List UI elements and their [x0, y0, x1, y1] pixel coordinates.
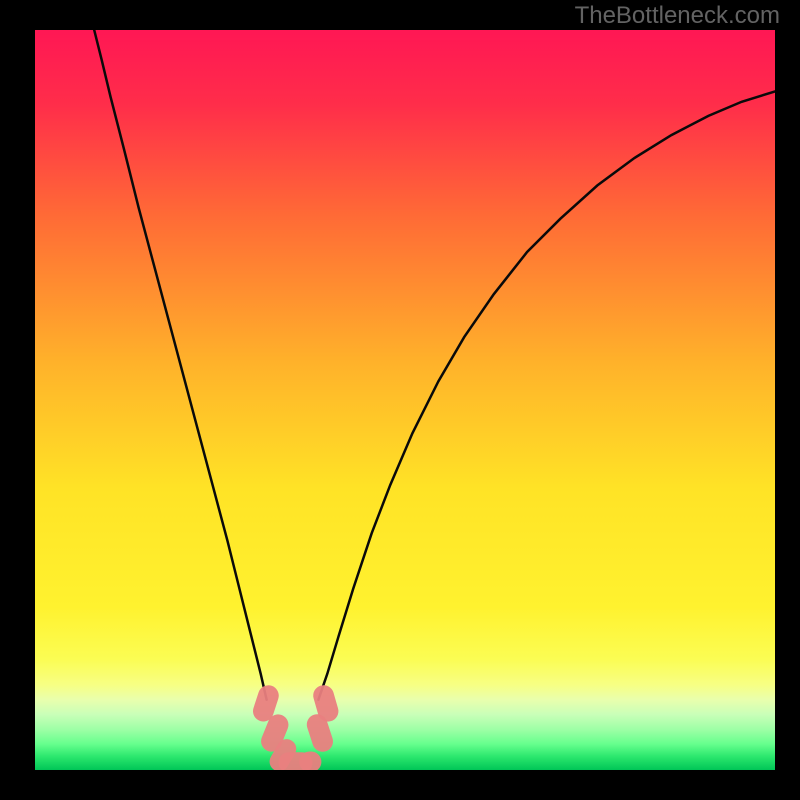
chart-plot-area	[35, 30, 775, 770]
bottleneck-curve-right	[318, 91, 775, 699]
marker-cluster	[250, 683, 341, 770]
bottleneck-curve-left	[94, 30, 266, 700]
marker-pill	[299, 752, 321, 771]
watermark-text: TheBottleneck.com	[575, 2, 780, 30]
chart-overlay-svg	[35, 30, 775, 770]
